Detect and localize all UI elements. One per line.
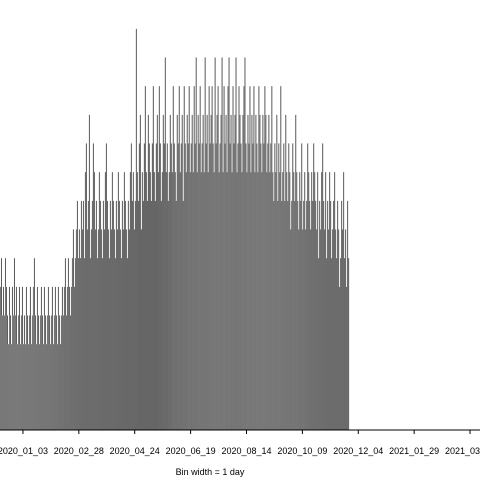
- x-tick-label: 2020_08_14: [221, 446, 271, 456]
- x-tick-label: 2020_04_24: [110, 446, 160, 456]
- x-tick-label: 2020_02_28: [54, 446, 104, 456]
- x-tick-label: 2020_12_04: [333, 446, 383, 456]
- x-axis-label: Bin width = 1 day: [176, 467, 245, 477]
- x-tick-label: 2021_01_29: [389, 446, 439, 456]
- histogram-bars: [0, 28, 350, 431]
- x-tick-label: 2021_03_26: [445, 446, 480, 456]
- histogram-bar: [348, 257, 350, 431]
- x-tick-label: 2020_01_03: [0, 446, 48, 456]
- x-axis-ticks: 2020_01_03 2020_02_28 2020_04_24 2020_06_19…: [0, 430, 480, 456]
- x-tick-label: 2020_10_09: [277, 446, 327, 456]
- x-tick-label: 2020_06_19: [166, 446, 216, 456]
